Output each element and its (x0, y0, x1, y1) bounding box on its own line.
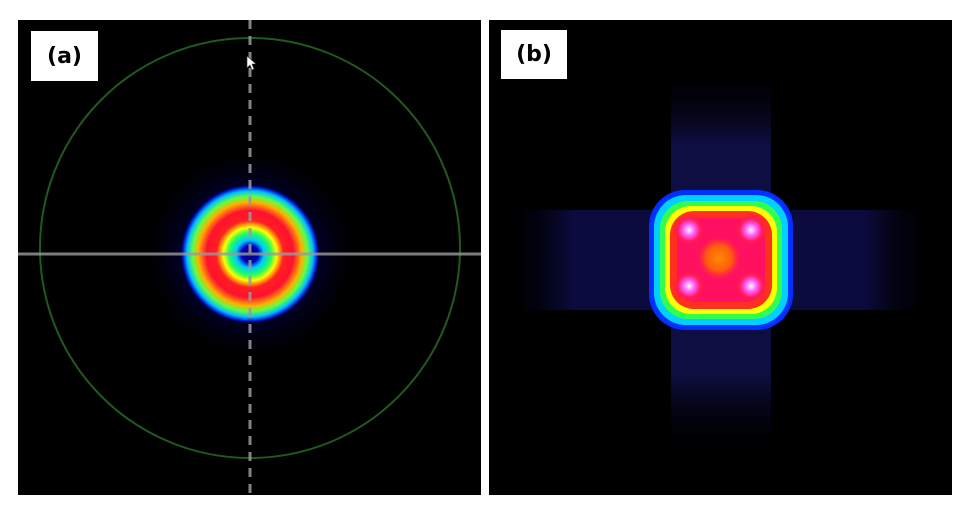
lobe-bottom-right (735, 270, 767, 302)
donut-beam-image (18, 20, 481, 495)
beam-profile-panel-a: (a) (18, 20, 481, 495)
lobe-bottom-left (673, 270, 705, 302)
square-beam-image (509, 70, 929, 450)
lobe-top-right (735, 214, 767, 246)
panel-label-a: (a) (31, 31, 98, 81)
beam-center (697, 236, 741, 280)
lobe-top-left (673, 214, 705, 246)
panel-label-b: (b) (501, 30, 567, 79)
cursor-icon (246, 55, 257, 71)
beam-profile-panel-b: (b) (489, 20, 952, 495)
